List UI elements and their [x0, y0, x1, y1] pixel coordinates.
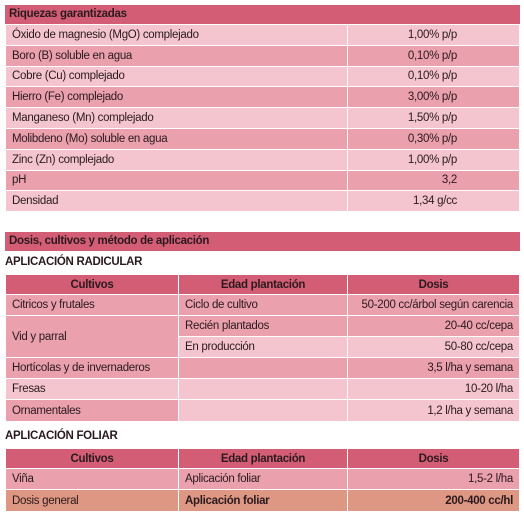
cell: 3,2: [347, 169, 520, 192]
cell: 1,00% p/p: [347, 148, 520, 171]
header-cell: Edad plantación: [178, 448, 348, 469]
cell: 200-400 cc/hl: [347, 489, 520, 512]
cell: [178, 378, 348, 400]
header-cell: Cultivos: [5, 274, 179, 295]
cell: pH: [5, 169, 348, 192]
cell: 20-40 cc/cepa: [347, 315, 520, 337]
cell: Vid y parral: [5, 315, 179, 358]
row: Manganeso (Mn) complejado 1,50% p/p: [5, 107, 520, 129]
cell: Aplicación foliar: [178, 489, 348, 512]
cell: 1,2 l/ha y semana: [347, 399, 520, 422]
riquezas-table: Óxido de magnesio (MgO) complejado 1,00% …: [5, 24, 520, 213]
cell: Hierro (Fe) complejado: [5, 86, 348, 109]
cell: 1,50% p/p: [347, 107, 520, 129]
section-title: Dosis, cultivos y método de aplicación: [5, 232, 520, 251]
cell: 3,5 l/ha y semana: [347, 357, 520, 379]
cell: Molibdeno (Mo) soluble en agua: [5, 127, 348, 150]
cell: Óxido de magnesio (MgO) complejado: [5, 24, 348, 46]
header-cell: Cultivos: [5, 448, 179, 469]
row: Molibdeno (Mo) soluble en agua 0,30% p/p: [5, 127, 520, 150]
header-cell: Dosis: [347, 448, 520, 469]
cell: [178, 357, 348, 379]
cell: 0,30% p/p: [347, 127, 520, 150]
section-title: Riquezas garantizadas: [5, 5, 520, 24]
cell: Ornamentales: [5, 399, 179, 422]
cell: 1,00% p/p: [347, 24, 520, 46]
subsection-title: APLICACIÓN FOLIAR: [5, 430, 118, 442]
cell: 3,00% p/p: [347, 86, 520, 109]
row: Cobre (Cu) complejado 0,10% p/p: [5, 65, 520, 88]
cell: Boro (B) soluble en agua: [5, 44, 348, 67]
cell: Ciclo de cultivo: [178, 294, 348, 316]
row: Zinc (Zn) complejado 1,00% p/p: [5, 148, 520, 171]
cell: 0,10% p/p: [347, 65, 520, 88]
cell: 50-80 cc/cepa: [347, 336, 520, 358]
header-cell: Edad plantación: [178, 274, 348, 295]
radicular-table: Cultivos Edad plantación Dosis Citricos …: [5, 274, 520, 422]
subsection-title: APLICACIÓN RADICULAR: [5, 256, 143, 268]
cell: 1,34 g/cc: [347, 190, 520, 213]
row: Boro (B) soluble en agua 0,10% p/p: [5, 44, 520, 67]
cell: En producción: [178, 336, 348, 358]
cell: Densidad: [5, 190, 348, 213]
cell: Manganeso (Mn) complejado: [5, 107, 348, 129]
row: pH 3,2: [5, 169, 520, 192]
row: Densidad 1,34 g/cc: [5, 190, 520, 213]
cell: [178, 399, 348, 422]
cell: Aplicación foliar: [178, 468, 348, 490]
cell: 1,5-2 l/ha: [347, 468, 520, 490]
header-cell: Dosis: [347, 274, 520, 295]
cell: 50-200 cc/árbol según carencia: [347, 294, 520, 316]
row: Hierro (Fe) complejado 3,00% p/p: [5, 86, 520, 109]
cell: Citricos y frutales: [5, 294, 179, 316]
cell: Hortícolas y de invernaderos: [5, 357, 179, 379]
cell: 10-20 l/ha: [347, 378, 520, 400]
cell: Viña: [5, 468, 179, 490]
cell: Dosis general: [5, 489, 179, 512]
cell: Fresas: [5, 378, 179, 400]
cell: Cobre (Cu) complejado: [5, 65, 348, 88]
cell: Zinc (Zn) complejado: [5, 148, 348, 171]
foliar-table: Cultivos Edad plantación Dosis Viña Apli…: [5, 448, 520, 512]
row: Óxido de magnesio (MgO) complejado 1,00% …: [5, 24, 520, 46]
cell: Recién plantados: [178, 315, 348, 337]
cell: 0,10% p/p: [347, 44, 520, 67]
